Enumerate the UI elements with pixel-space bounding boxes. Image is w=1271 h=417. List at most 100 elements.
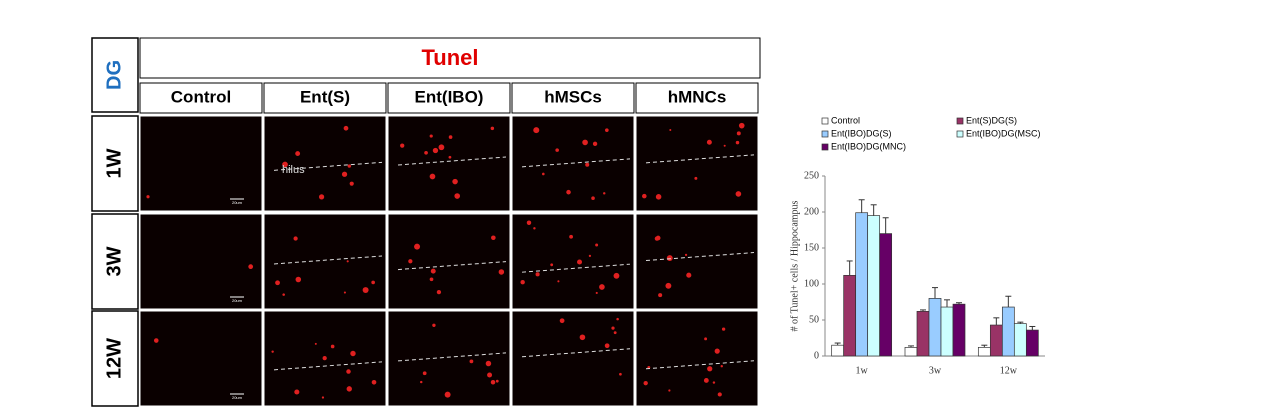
row-header-box (91, 115, 139, 212)
x-tick-label: 12w (1000, 365, 1018, 376)
cell-dot (371, 379, 377, 385)
cell-dot (346, 260, 349, 263)
bar (952, 303, 966, 357)
micrograph (387, 310, 511, 407)
cell-dot (566, 189, 571, 195)
cell-dot (712, 381, 716, 384)
row-header: 3W (103, 246, 125, 276)
cell-dot (487, 372, 493, 378)
micrograph (511, 213, 635, 310)
cell-dot (735, 191, 742, 197)
cell-dot (153, 338, 159, 343)
scale-label: 20um (232, 200, 243, 205)
cell-dot (424, 150, 428, 155)
panel-title: Tunel (421, 45, 478, 70)
column-header-box (139, 82, 263, 114)
cell-dot (429, 134, 433, 138)
y-tick-label: 250 (804, 170, 819, 181)
cell-dot (619, 372, 622, 376)
cell-dot (736, 131, 741, 136)
cell-dot (454, 193, 461, 199)
cell-dot (669, 129, 672, 132)
cell-dot (588, 254, 592, 258)
cell-dot (400, 143, 405, 148)
bar (904, 347, 918, 357)
region-box (91, 37, 139, 113)
cell-dot (616, 317, 619, 321)
cell-dot (429, 277, 434, 282)
cell-dot (542, 172, 545, 176)
cell-dot (362, 287, 369, 294)
y-axis-label: # of Tunel+ cells / Hippocampus (789, 200, 800, 331)
cell-dot (322, 355, 327, 361)
legend-swatch (821, 143, 829, 151)
micrograph (263, 213, 387, 310)
scale-label: 20um (232, 298, 243, 303)
cell-dot (469, 359, 474, 364)
cell-dot (430, 268, 436, 274)
legend-label: Ent(S)DG(S) (966, 115, 1017, 125)
cell-dot (347, 164, 351, 168)
legend-label: Ent(IBO)DG(S) (831, 128, 892, 138)
cell-dot (706, 139, 712, 145)
cell-dot (295, 151, 301, 156)
column-header: hMSCs (544, 87, 602, 106)
bar (916, 311, 930, 357)
cell-dot (582, 139, 588, 146)
cell-dot (294, 389, 300, 395)
bar (879, 233, 893, 357)
cell-dot (485, 360, 492, 367)
cell-dot (448, 135, 453, 139)
cell-dot (714, 348, 720, 354)
y-tick-label: 100 (804, 278, 819, 289)
micrograph (635, 310, 759, 407)
cell-dot (535, 272, 540, 277)
cell-dot (248, 264, 254, 270)
cell-dot (490, 379, 496, 385)
cell-dot (444, 391, 451, 398)
cell-dot (293, 236, 298, 241)
y-tick-label: 150 (804, 242, 819, 253)
cell-dot (686, 272, 692, 278)
cell-dot (321, 396, 325, 399)
micrograph (635, 213, 759, 310)
cell-dot (491, 235, 496, 241)
cell-dot (704, 337, 708, 341)
cell-dot (717, 392, 722, 397)
cell-dot (282, 293, 285, 296)
cell-dot (707, 366, 713, 372)
cell-dot (408, 259, 413, 264)
micrograph (139, 310, 263, 407)
cell-dot (654, 236, 660, 241)
bar (831, 344, 845, 357)
cell-dot (343, 125, 349, 131)
cell-dot (684, 253, 688, 257)
bar (1025, 329, 1039, 357)
column-header-box (263, 82, 387, 114)
cell-dot (555, 148, 559, 152)
cell-dot (666, 255, 673, 262)
cell-dot (723, 144, 726, 147)
cell-dot (295, 276, 302, 283)
cell-dot (343, 291, 346, 294)
cell-dot (735, 140, 740, 145)
cell-dot (533, 127, 540, 134)
cell-dot (605, 128, 609, 132)
cell-dot (738, 122, 745, 129)
cell-dot (429, 173, 436, 180)
cell-dot (371, 280, 375, 285)
column-header: Ent(IBO) (415, 87, 484, 106)
cell-dot (275, 280, 280, 286)
cell-dot (490, 126, 495, 131)
cell-dot (498, 269, 505, 275)
cell-dot (271, 350, 274, 353)
cell-dot (452, 178, 458, 185)
x-tick-label: 1w (856, 365, 869, 376)
y-tick-label: 50 (809, 314, 819, 325)
cell-dot (559, 318, 565, 324)
column-header-box (387, 82, 511, 114)
cell-dot (422, 371, 427, 376)
row-header: 1W (103, 148, 125, 178)
cell-dot (592, 141, 598, 147)
cell-dot (611, 326, 615, 330)
